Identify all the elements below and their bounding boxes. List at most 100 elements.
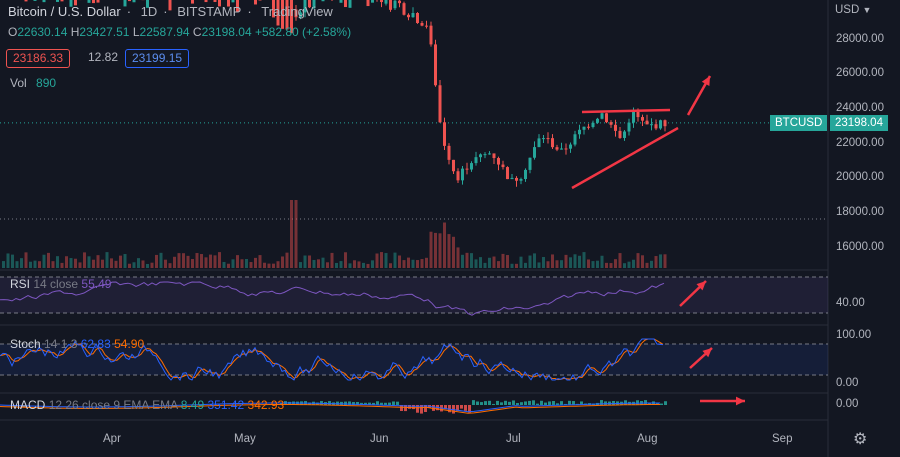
stoch-legend[interactable]: Stoch 14 1 3 62.83 54.90 xyxy=(10,337,144,351)
macd-histogram-bar xyxy=(308,402,311,405)
volume-bar xyxy=(524,262,527,268)
candle-body xyxy=(573,134,577,145)
volume-bar xyxy=(51,261,55,268)
volume-bar xyxy=(42,254,46,268)
candle-body xyxy=(474,157,478,164)
support-line xyxy=(571,126,679,190)
macd-histogram-bar xyxy=(408,405,411,409)
volume-bar xyxy=(465,252,469,268)
volume-bar xyxy=(11,254,14,268)
volume-bar xyxy=(236,255,239,268)
volume-bar xyxy=(186,255,190,268)
volume-bar xyxy=(173,256,176,268)
volume-bar xyxy=(110,258,113,268)
volume-bar xyxy=(560,260,563,268)
candle-body xyxy=(578,129,581,135)
volume-bar xyxy=(254,257,257,268)
volume-bar xyxy=(132,262,136,268)
volume-bar xyxy=(614,259,617,268)
candle-body xyxy=(384,0,388,4)
candle-body xyxy=(213,0,217,2)
volume-bar xyxy=(146,263,149,268)
candle-body xyxy=(659,120,662,129)
candle-body xyxy=(479,154,482,158)
candle-body xyxy=(623,131,626,138)
open-value: 22630.14 xyxy=(17,25,68,39)
volume-bar xyxy=(573,254,577,268)
candle-body xyxy=(69,0,73,7)
candle-body xyxy=(168,0,172,11)
volume-bar xyxy=(209,254,212,268)
volume-bar xyxy=(294,200,298,268)
volume-bar xyxy=(627,261,631,268)
volume-bar xyxy=(20,258,23,268)
volume-bar xyxy=(330,252,334,268)
volume-bar xyxy=(272,263,275,268)
volume-bar xyxy=(87,256,91,268)
macd-histogram-bar xyxy=(664,401,667,405)
macd-histogram-bar xyxy=(552,401,555,405)
candle-body xyxy=(596,118,599,123)
volume-bar xyxy=(650,260,653,268)
source-label: TradingView xyxy=(261,4,333,19)
rsi-legend[interactable]: RSI 14 close 55.49 xyxy=(10,277,111,291)
volume-bar xyxy=(105,252,109,268)
volume-bar xyxy=(308,255,311,268)
macd-histogram-bar xyxy=(568,400,571,405)
macd-histogram-bar xyxy=(412,405,415,410)
buy-price-box[interactable]: 23199.15 xyxy=(125,49,190,68)
resistance-line xyxy=(581,108,671,114)
macd-legend[interactable]: MACD 12 26 close 9 EMA EMA 8.49 351.42 3… xyxy=(10,398,284,412)
candle-body xyxy=(483,154,487,156)
volume-bar xyxy=(470,253,473,268)
macd-histogram-bar xyxy=(356,401,359,405)
volume-bar xyxy=(429,231,433,268)
volume-bar xyxy=(92,259,95,268)
symbol-name[interactable]: Bitcoin / U.S. Dollar xyxy=(8,4,121,19)
volume-bar xyxy=(497,261,500,268)
candle-body xyxy=(515,177,518,181)
stoch-d-value: 54.90 xyxy=(114,337,145,351)
exchange-label: BITSTAMP xyxy=(177,4,242,19)
time-label: Jun xyxy=(370,433,389,445)
volume-legend: Vol 890 xyxy=(10,76,56,90)
high-key: H xyxy=(70,25,80,39)
candle-body xyxy=(128,0,131,2)
volume-bar xyxy=(78,262,82,268)
macd-params: 12 26 close 9 EMA EMA xyxy=(48,398,178,412)
volume-bar xyxy=(398,255,401,268)
candle-body xyxy=(33,0,37,1)
currency-selector[interactable]: USD ▼ xyxy=(835,4,871,16)
spread-value: 12.82 xyxy=(88,50,119,64)
candle-body xyxy=(443,122,446,146)
volume-bar xyxy=(371,260,374,268)
candle-body xyxy=(218,0,221,7)
sell-price-box[interactable]: 23186.33 xyxy=(6,49,71,68)
volume-bar xyxy=(641,255,644,268)
candle-body xyxy=(632,111,635,123)
stoch-params: 14 1 3 xyxy=(44,337,78,351)
candle-body xyxy=(447,145,451,160)
macd-histogram-bar xyxy=(496,400,499,405)
macd-histogram-bar xyxy=(488,400,491,405)
volume-bar xyxy=(119,255,122,268)
volume-bar xyxy=(101,259,104,268)
candle-body xyxy=(650,124,653,126)
open-key: O xyxy=(8,25,18,39)
candle-body xyxy=(339,0,343,3)
candle-body xyxy=(389,0,392,10)
macd-signal-line xyxy=(0,404,660,414)
volume-bar xyxy=(411,259,415,268)
macd-histogram-bar xyxy=(388,402,391,405)
rsi-line xyxy=(0,281,665,316)
rsi-up-arrow-head xyxy=(696,281,706,291)
interval-label[interactable]: 1D xyxy=(140,4,158,19)
candle-body xyxy=(402,3,406,15)
gear-icon[interactable]: ⚙ xyxy=(853,431,868,448)
volume-bar xyxy=(452,236,455,268)
symbol-header[interactable]: Bitcoin / U.S. Dollar · 1D · BITSTAMP · Tra… xyxy=(8,4,333,19)
macd-histogram-bar xyxy=(416,405,419,413)
candle-body xyxy=(488,153,491,155)
ohlc-readout: O22630.14 H23427.51 L22587.94 C23198.04 … xyxy=(8,25,351,39)
